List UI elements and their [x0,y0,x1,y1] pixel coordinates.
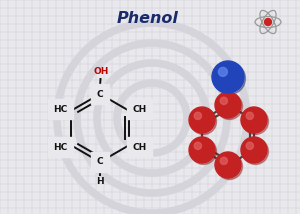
Circle shape [214,62,245,95]
Text: OH: OH [93,67,109,76]
Text: CH: CH [132,104,147,113]
Circle shape [215,152,241,178]
Circle shape [212,61,244,93]
Text: HC: HC [53,143,68,152]
Circle shape [218,67,227,76]
Circle shape [189,107,215,133]
Circle shape [217,94,242,119]
Circle shape [241,137,267,163]
Circle shape [246,112,254,119]
Text: C: C [97,158,103,166]
Circle shape [242,138,268,165]
Circle shape [265,18,272,25]
Circle shape [241,107,267,133]
Circle shape [190,108,217,135]
Circle shape [194,142,202,150]
Text: HC: HC [53,104,68,113]
Text: H: H [96,177,104,186]
Text: C: C [97,89,103,98]
Circle shape [194,112,202,119]
Circle shape [220,157,227,165]
Circle shape [246,142,254,150]
Circle shape [190,138,217,165]
Circle shape [189,137,215,163]
Text: CH: CH [132,143,147,152]
Circle shape [217,153,242,180]
Text: Phenol: Phenol [117,10,179,25]
Circle shape [242,108,268,135]
Circle shape [220,97,227,104]
Circle shape [215,92,241,118]
